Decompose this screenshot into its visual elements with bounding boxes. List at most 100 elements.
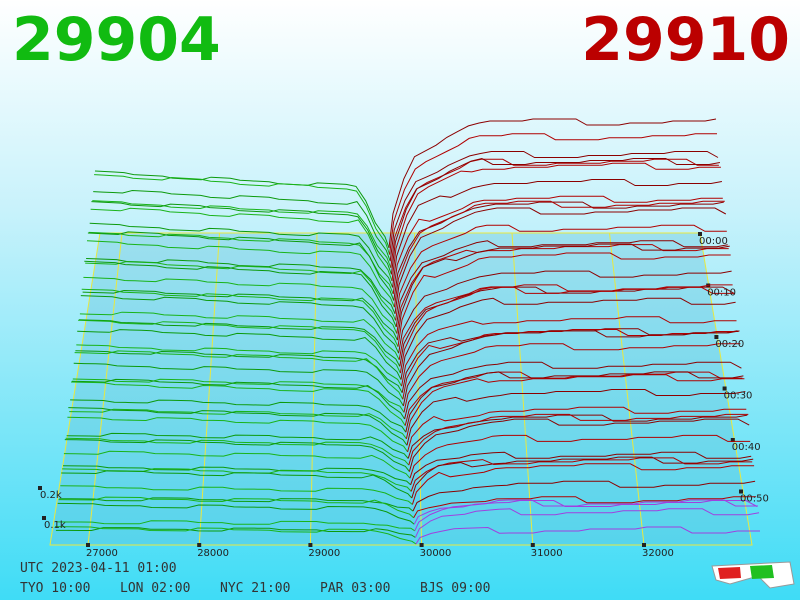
ask-depth-line xyxy=(414,508,760,538)
depth-tick xyxy=(38,486,42,490)
ask-depth-line xyxy=(407,414,748,459)
price-grid-line xyxy=(87,232,123,546)
time-tick xyxy=(698,232,702,236)
bid-depth-line xyxy=(84,260,397,328)
bid-depth-line xyxy=(88,231,394,295)
bid-depth-line xyxy=(62,465,411,486)
ask-depth-line xyxy=(411,456,754,499)
bid-depth-line xyxy=(78,319,401,367)
bid-depth-line xyxy=(61,470,413,499)
time-label: 00:40 xyxy=(732,442,761,453)
ask-depth-line xyxy=(392,179,722,288)
bid-depth-line xyxy=(69,408,407,440)
price-tick xyxy=(530,543,535,547)
bid-depth-line xyxy=(81,288,399,347)
ask-depth-line xyxy=(404,361,742,420)
ask-depth-line xyxy=(395,224,727,321)
zone-time: TYO 10:00 xyxy=(20,581,90,596)
ask-price: 29910 xyxy=(581,5,790,75)
zone-time: NYC 21:00 xyxy=(220,581,290,596)
bid-depth-line xyxy=(78,319,401,374)
bid-depth-line xyxy=(94,170,390,249)
bid-depth-line xyxy=(58,496,414,519)
bid-depth-line xyxy=(66,432,409,459)
ask-depth-line xyxy=(393,201,724,301)
bid-depth-line xyxy=(77,329,402,380)
price-label: 32000 xyxy=(642,548,674,559)
ask-depth-line xyxy=(400,297,736,380)
price-label: 29000 xyxy=(308,548,340,559)
ask-depth-line xyxy=(390,157,720,275)
ask-depth-line xyxy=(407,406,747,453)
price-label: 28000 xyxy=(197,548,229,559)
price-label: 31000 xyxy=(531,548,563,559)
time-tick xyxy=(722,386,727,391)
bid-depth-line xyxy=(70,399,407,433)
bid-depth-line xyxy=(87,231,395,301)
ask-depth-line xyxy=(390,158,719,268)
ask-depth-line xyxy=(410,451,752,485)
time-tick xyxy=(714,335,719,339)
ask-depth-line xyxy=(396,243,730,341)
ask-depth-line xyxy=(401,316,737,387)
bid-depth-line xyxy=(83,276,398,334)
price-tick xyxy=(197,543,202,547)
bid-depth-line xyxy=(90,207,393,282)
bid-depth-line xyxy=(82,289,398,341)
ask-depth-line xyxy=(398,270,732,354)
bid-depth-line xyxy=(60,485,413,505)
bid-depth-line xyxy=(59,497,414,512)
price-label: 27000 xyxy=(86,548,118,559)
ask-depth-line xyxy=(402,330,740,406)
ask-depth-line xyxy=(399,286,735,374)
zone-time: LON 02:00 xyxy=(120,581,190,596)
bid-depth-line xyxy=(79,311,400,361)
bid-depth-line xyxy=(76,344,403,387)
price-tick xyxy=(419,543,424,547)
price-grid-line xyxy=(414,232,423,546)
bid-depth-line xyxy=(55,527,416,538)
time-label: 00:50 xyxy=(740,494,769,505)
ask-depth-line xyxy=(392,195,723,295)
zone-time: PAR 03:00 xyxy=(320,581,390,596)
ask-depth-line xyxy=(408,413,749,466)
bid-depth-line xyxy=(56,520,416,532)
bid-depth-line xyxy=(80,295,400,354)
bid-depth-line xyxy=(54,526,417,545)
time-tick xyxy=(739,489,743,494)
bid-price: 29904 xyxy=(12,5,221,75)
ask-depth-line xyxy=(414,499,758,532)
price-tick xyxy=(308,543,313,547)
bid-depth-line xyxy=(85,261,397,321)
bid-depth-line xyxy=(93,189,391,262)
ask-depth-line xyxy=(389,151,719,262)
bid-depth-line xyxy=(94,174,391,255)
zone-time: BJS 09:00 xyxy=(420,581,490,596)
time-label: 00:00 xyxy=(699,236,728,247)
depth-lines xyxy=(54,118,760,545)
ask-depth-line xyxy=(411,463,755,505)
ask-depth-line xyxy=(397,252,731,347)
ask-depth-line xyxy=(394,207,727,314)
price-label: 30000 xyxy=(420,548,452,559)
bid-depth-line xyxy=(70,381,406,426)
bid-depth-line xyxy=(73,362,404,407)
depth-tick xyxy=(42,516,46,520)
ask-depth-line xyxy=(388,118,717,249)
bid-depth-line xyxy=(86,240,395,308)
price-tick xyxy=(86,543,90,547)
price-grid-line xyxy=(198,232,220,546)
time-label: 00:30 xyxy=(724,391,753,402)
price-grid-line xyxy=(511,232,534,546)
bid-depth-line xyxy=(57,502,415,525)
ask-depth-line xyxy=(410,457,753,492)
bid-depth-line xyxy=(89,222,394,288)
bid-depth-line xyxy=(92,200,392,268)
bid-depth-line xyxy=(75,350,403,393)
ask-depth-line xyxy=(413,496,757,518)
price-tick xyxy=(642,543,646,547)
ask-depth-line xyxy=(409,434,751,479)
bid-depth-line xyxy=(67,416,409,453)
ask-depth-line xyxy=(395,240,728,327)
